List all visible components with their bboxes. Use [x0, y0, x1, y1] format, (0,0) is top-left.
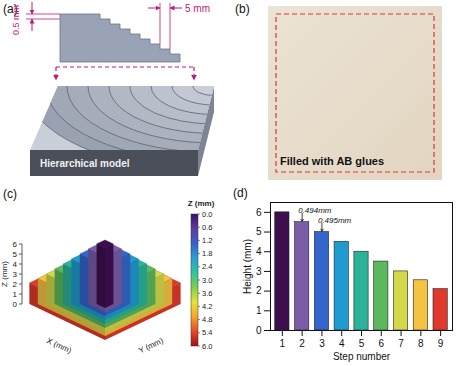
- svg-text:0.494mm: 0.494mm: [298, 206, 332, 215]
- svg-text:1: 1: [256, 305, 262, 316]
- svg-text:1: 1: [280, 338, 286, 349]
- svg-text:3: 3: [319, 338, 325, 349]
- svg-text:1.8: 1.8: [202, 249, 212, 258]
- svg-text:3.6: 3.6: [202, 289, 212, 298]
- svg-text:2: 2: [299, 338, 305, 349]
- svg-text:1: 1: [13, 290, 18, 299]
- svg-text:4.2: 4.2: [202, 302, 212, 311]
- svg-text:2: 2: [13, 280, 18, 289]
- svg-text:5.4: 5.4: [202, 328, 212, 337]
- svg-text:8: 8: [418, 338, 424, 349]
- svg-text:1.2: 1.2: [202, 236, 212, 245]
- svg-text:5 mm: 5 mm: [185, 3, 210, 14]
- svg-text:3: 3: [256, 266, 262, 277]
- svg-text:(b): (b): [235, 2, 250, 16]
- svg-text:0: 0: [13, 300, 18, 309]
- svg-text:7: 7: [398, 338, 404, 349]
- svg-text:0.6: 0.6: [202, 223, 212, 232]
- svg-text:2: 2: [256, 285, 262, 296]
- svg-text:6: 6: [13, 240, 18, 249]
- svg-text:4.8: 4.8: [202, 315, 212, 324]
- svg-text:Hierarchical model: Hierarchical model: [40, 158, 130, 169]
- svg-text:0.0: 0.0: [202, 210, 212, 219]
- svg-text:(c): (c): [3, 187, 17, 201]
- svg-text:6: 6: [379, 338, 385, 349]
- svg-text:Height (mm): Height (mm): [242, 239, 253, 294]
- svg-text:Y (mm): Y (mm): [137, 336, 165, 355]
- svg-text:0.5 mm: 0.5 mm: [11, 5, 21, 35]
- svg-text:6: 6: [256, 207, 262, 218]
- svg-text:9: 9: [438, 338, 444, 349]
- svg-text:Z (mm): Z (mm): [0, 261, 9, 287]
- svg-text:4: 4: [256, 246, 262, 257]
- svg-text:0: 0: [256, 325, 262, 336]
- svg-text:4: 4: [339, 338, 345, 349]
- svg-text:0.495mm: 0.495mm: [318, 216, 352, 225]
- svg-text:3.0: 3.0: [202, 276, 212, 285]
- svg-text:X (mm): X (mm): [45, 336, 73, 355]
- svg-text:Filled with AB glues: Filled with AB glues: [280, 155, 384, 167]
- svg-text:5: 5: [359, 338, 365, 349]
- svg-text:6.0: 6.0: [202, 342, 212, 351]
- svg-text:Step number: Step number: [333, 351, 391, 362]
- svg-text:Z (mm): Z (mm): [188, 199, 215, 208]
- svg-text:5: 5: [13, 250, 18, 259]
- svg-text:4: 4: [13, 260, 18, 269]
- svg-text:3: 3: [13, 270, 18, 279]
- html-text:(d): (d): [233, 186, 248, 200]
- svg-text:2.4: 2.4: [202, 262, 212, 271]
- svg-text:5: 5: [256, 226, 262, 237]
